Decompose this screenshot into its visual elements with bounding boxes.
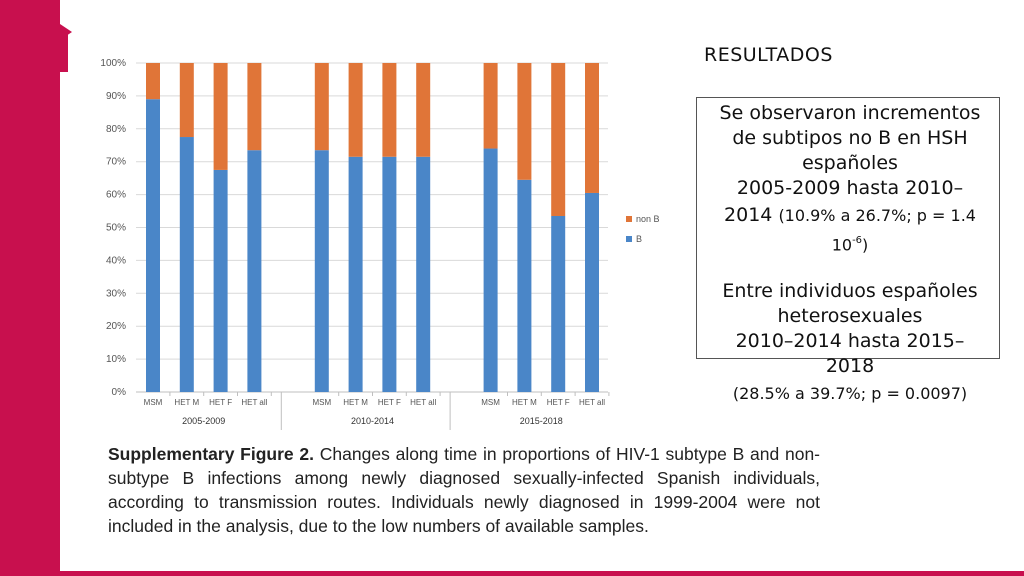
finding1-line5: 2014 (10.9% a 26.7%; p = 1.4: [700, 203, 1000, 228]
bar-b: [146, 99, 160, 392]
legend-swatch: [626, 236, 632, 242]
bar-b: [483, 148, 498, 392]
figure-caption: Supplementary Figure 2. Changes along ti…: [108, 442, 820, 538]
bar-b: [382, 156, 397, 392]
x-category-label: HET M: [512, 398, 537, 407]
y-tick-label: 10%: [106, 354, 126, 365]
y-tick-label: 30%: [106, 288, 126, 299]
x-group-label: 2005-2009: [182, 416, 225, 426]
left-accent-notch: [60, 24, 72, 40]
bar-b: [517, 179, 532, 392]
bar-non-b: [179, 63, 194, 138]
left-accent-tab: [60, 32, 68, 72]
x-group-label: 2010-2014: [351, 416, 394, 426]
finding1-pvalue-close: ): [862, 235, 869, 255]
finding1-line1: Se observaron incrementos: [719, 102, 981, 124]
x-category-label: MSM: [144, 398, 163, 407]
y-tick-label: 40%: [106, 255, 126, 266]
bar-non-b: [483, 63, 498, 149]
bar-non-b: [146, 63, 160, 100]
bar-non-b: [348, 63, 363, 157]
finding2-line4: 2018: [825, 355, 875, 377]
finding1-line5-stats: (10.9% a 26.7%; p = 1.4: [778, 206, 976, 225]
findings-box: [696, 97, 1000, 359]
bar-b: [585, 192, 599, 392]
bar-b: [348, 156, 363, 392]
y-tick-label: 20%: [106, 321, 126, 332]
bar-b: [314, 150, 329, 392]
slide-heading: RESULTADOS: [704, 44, 833, 66]
finding2-line3: 2010–2014 hasta 2015–: [735, 330, 965, 352]
bar-non-b: [585, 63, 599, 193]
x-category-label: HET M: [343, 398, 368, 407]
x-category-label: HET M: [174, 398, 199, 407]
x-category-label: HET F: [209, 398, 232, 407]
finding1-pvalue-exponent: -6: [852, 235, 863, 246]
y-tick-label: 60%: [106, 190, 126, 201]
bar-b: [416, 156, 431, 392]
legend-swatch: [626, 216, 632, 222]
y-tick-label: 50%: [106, 223, 126, 234]
left-accent-band: [0, 0, 60, 576]
x-category-label: HET all: [579, 398, 605, 407]
finding1-line5-main: 2014: [724, 204, 773, 226]
bar-non-b: [517, 63, 532, 180]
x-category-label: MSM: [481, 398, 500, 407]
finding1-line2: de subtipos no B en HSH: [732, 127, 968, 149]
x-category-label: HET F: [547, 398, 570, 407]
legend-label: B: [636, 234, 642, 244]
stacked-bar-chart: 0% 10% 20% 30% 40% 50% 60% 70% 80% 90% 100% MSM HET …: [100, 58, 660, 430]
x-group-label: 2015-2018: [520, 416, 563, 426]
finding2-line1: Entre individuos españoles: [722, 280, 978, 302]
bar-b: [247, 150, 262, 392]
finding1-line6: 10-6): [700, 228, 1000, 257]
bar-non-b: [247, 63, 262, 151]
legend-label: non B: [636, 214, 660, 224]
caption-label: Supplementary Figure 2.: [108, 444, 315, 464]
bar-non-b: [213, 63, 228, 170]
finding1-pvalue-base: 10: [831, 235, 853, 255]
x-category-label: MSM: [312, 398, 331, 407]
finding1-line3: españoles: [802, 152, 898, 174]
finding1-line4: 2005-2009 hasta 2010–: [736, 177, 964, 199]
caption-text: Changes along time in proportions of HIV…: [108, 444, 821, 536]
x-category-label: HET all: [410, 398, 436, 407]
bar-non-b: [314, 63, 329, 151]
bar-b: [179, 137, 194, 392]
x-category-label: HET F: [378, 398, 401, 407]
finding2-line5: (28.5% a 39.7%; p = 0.0097): [732, 384, 968, 403]
bar-b: [213, 169, 228, 392]
y-tick-label: 90%: [106, 91, 126, 102]
y-tick-label: 70%: [106, 157, 126, 168]
bar-non-b: [382, 63, 397, 157]
finding2-line2: heterosexuales: [777, 305, 923, 327]
y-tick-label: 80%: [106, 124, 126, 135]
bar-non-b: [551, 63, 566, 216]
y-tick-label: 0%: [112, 387, 127, 398]
bar-non-b: [416, 63, 431, 157]
bottom-accent-band: [60, 571, 1024, 576]
y-tick-label: 100%: [100, 58, 126, 69]
bar-b: [551, 215, 566, 392]
x-category-label: HET all: [241, 398, 267, 407]
